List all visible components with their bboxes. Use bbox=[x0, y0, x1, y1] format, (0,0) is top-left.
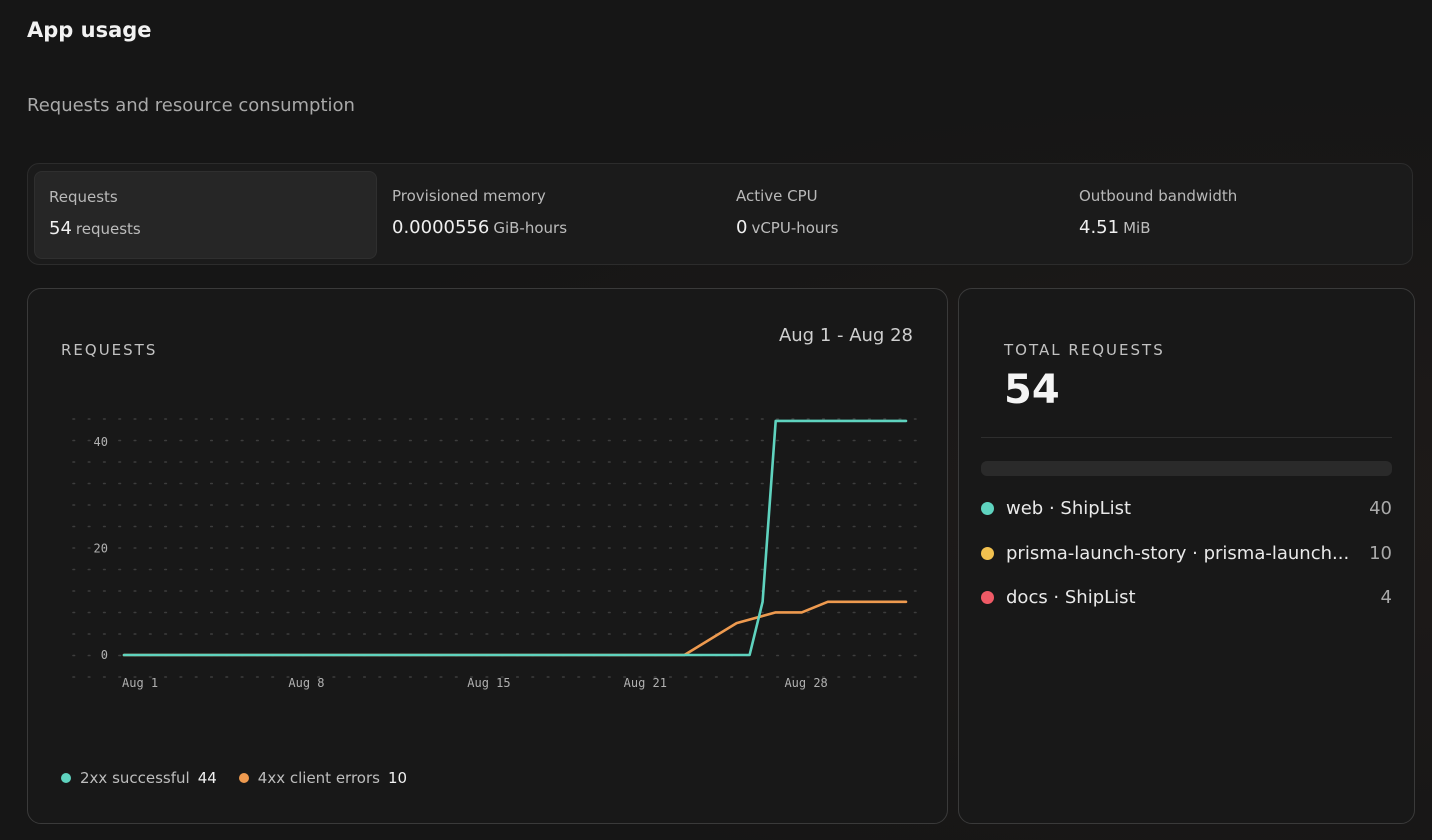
metric-label: Provisioned memory bbox=[392, 187, 546, 205]
chart-series bbox=[122, 419, 908, 657]
requests-chart-card: REQUESTS Aug 1 - Aug 28 0 20 40 Aug 1 Aug 8… bbox=[27, 288, 948, 824]
metric-tab-active-cpu[interactable]: Active CPU 0 vCPU-hours bbox=[722, 171, 1065, 259]
app-name: prisma-launch-story · prisma-launch... bbox=[1006, 542, 1350, 564]
metric-tab-outbound-bandwidth[interactable]: Outbound bandwidth 4.51 MiB bbox=[1065, 171, 1408, 259]
y-tick-label: 40 bbox=[94, 435, 108, 449]
date-range-selector[interactable]: Aug 1 - Aug 28 bbox=[778, 325, 913, 346]
legend-dot bbox=[238, 773, 249, 783]
metric-label: Outbound bandwidth bbox=[1079, 187, 1238, 205]
total-requests-heading: TOTAL REQUESTS bbox=[1004, 341, 1165, 359]
legend-item-4xx[interactable]: 4xx client errors 10 bbox=[238, 769, 408, 787]
legend-count: 44 bbox=[197, 769, 217, 787]
x-axis: Aug 1 Aug 8 Aug 15 Aug 21 Aug 28 bbox=[122, 676, 828, 690]
series-line-4xx bbox=[122, 600, 908, 657]
legend-dot bbox=[61, 773, 71, 783]
app-row-web[interactable]: web · ShipList 40 bbox=[981, 496, 1392, 520]
x-tick-label: Aug 8 bbox=[288, 676, 324, 690]
app-count: 4 bbox=[1380, 586, 1392, 608]
app-row-docs[interactable]: docs · ShipList 4 bbox=[981, 585, 1392, 609]
legend-label: 2xx successful bbox=[80, 769, 190, 787]
app-color-dot bbox=[981, 590, 994, 604]
page-subtitle: Requests and resource consumption bbox=[27, 95, 355, 116]
y-tick-label: 20 bbox=[94, 542, 108, 556]
legend-count: 10 bbox=[387, 769, 408, 787]
x-tick-label: Aug 15 bbox=[467, 676, 510, 690]
requests-line-chart: 0 20 40 Aug 1 Aug 8 Aug 15 Aug 21 Aug 28 bbox=[72, 418, 917, 690]
x-tick-label: Aug 1 bbox=[122, 676, 158, 690]
metric-tab-requests[interactable]: Requests 54 requests bbox=[34, 171, 377, 259]
metric-tab-provisioned-memory[interactable]: Provisioned memory 0.0000556 GiB-hours bbox=[378, 171, 721, 259]
y-axis: 0 20 40 bbox=[94, 435, 108, 662]
series-line-2xx bbox=[122, 419, 908, 657]
app-color-dot bbox=[981, 501, 994, 515]
request-share-bar bbox=[981, 461, 1392, 476]
page-title: App usage bbox=[27, 18, 152, 42]
legend-label: 4xx client errors bbox=[257, 769, 380, 787]
app-count: 10 bbox=[1369, 542, 1392, 564]
chart-heading: REQUESTS bbox=[61, 341, 158, 359]
app-name: web · ShipList bbox=[1006, 497, 1132, 519]
app-count: 40 bbox=[1369, 497, 1392, 519]
y-tick-label: 0 bbox=[101, 648, 108, 662]
total-requests-value: 54 bbox=[1004, 367, 1060, 413]
metric-value: 4.51 MiB bbox=[1079, 217, 1151, 238]
metrics-bar: Requests 54 requests Provisioned memory 0… bbox=[27, 163, 1413, 265]
metric-value: 0 vCPU-hours bbox=[736, 217, 839, 238]
legend-item-2xx[interactable]: 2xx successful 44 bbox=[61, 769, 217, 787]
app-name: docs · ShipList bbox=[1006, 586, 1136, 608]
divider bbox=[981, 437, 1392, 438]
x-tick-label: Aug 28 bbox=[784, 676, 827, 690]
metric-value: 0.0000556 GiB-hours bbox=[392, 217, 568, 238]
chart-legend: 2xx successful 44 4xx client errors 10 bbox=[61, 769, 429, 787]
chart-grid bbox=[72, 418, 917, 678]
metric-label: Requests bbox=[49, 188, 118, 206]
metric-label: Active CPU bbox=[736, 187, 818, 205]
app-color-dot bbox=[981, 546, 994, 560]
metric-value: 54 requests bbox=[49, 218, 141, 239]
x-tick-label: Aug 21 bbox=[624, 676, 667, 690]
total-requests-card: TOTAL REQUESTS 54 web · ShipList 40 pris… bbox=[958, 288, 1415, 824]
app-row-prisma-launch-story[interactable]: prisma-launch-story · prisma-launch... 1… bbox=[981, 541, 1392, 565]
